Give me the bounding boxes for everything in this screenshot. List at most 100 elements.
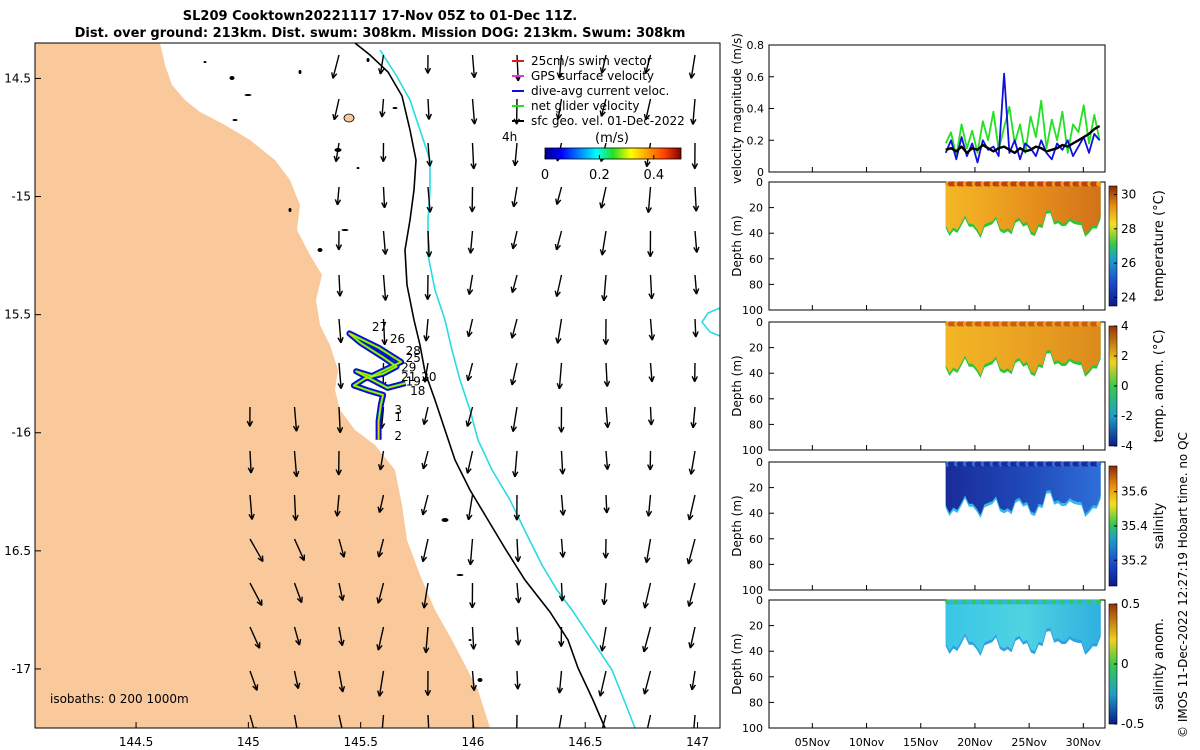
surface-sample-dot xyxy=(1096,599,1102,605)
velocity-arrow-head xyxy=(381,248,389,255)
velocity-arrow-head xyxy=(335,469,342,476)
velocity-arrow xyxy=(690,54,696,79)
day-label: 26 xyxy=(390,332,405,346)
velocity-arrow-head xyxy=(298,727,300,728)
velocity-arrow xyxy=(293,582,303,603)
velocity-arrow-head xyxy=(692,331,699,338)
day-label: 28 xyxy=(406,344,421,358)
velocity-arrow-head xyxy=(554,290,561,298)
velocity-arrow-head xyxy=(332,113,339,121)
velocity-arrow xyxy=(335,142,340,162)
day-label: 1 xyxy=(394,410,402,424)
velocity-arrow-head xyxy=(337,337,344,344)
velocity-arrow xyxy=(694,318,697,338)
velocity-arrow-head xyxy=(688,468,696,475)
isobath-200m xyxy=(354,43,606,728)
velocity-arrow xyxy=(603,274,607,301)
credit-text: © IMOS 11-Dec-2022 12:27:19 Hobart time.… xyxy=(1176,432,1190,738)
velocity-arrow xyxy=(338,714,343,728)
depth-y-tick-label: 100 xyxy=(742,444,763,457)
velocity-arrow-head xyxy=(556,734,561,740)
velocity-arrow xyxy=(514,450,518,477)
velocity-arrow xyxy=(645,98,652,120)
reef-islet xyxy=(288,208,292,212)
depth-ylabel: Depth (m) xyxy=(730,633,744,694)
velocity-arrow-head xyxy=(425,113,433,120)
velocity-arrow xyxy=(338,670,344,693)
surface-velocity-field xyxy=(246,54,700,740)
legend-label: net glider velocity xyxy=(531,99,639,113)
depth-panel: 0 20 40 60 80 100 Depth (m) -0.5 0 0.5 salinity an… xyxy=(730,594,1167,735)
velocity-arrow xyxy=(643,670,652,695)
reef-islet xyxy=(392,107,398,109)
velocity-arrow-head xyxy=(337,382,344,390)
map-axis-ticks: 144.5 145 145.5 146 146.5 147 14.5 -15 15.5 -16 16… xyxy=(4,71,709,749)
velocity-arrow-head xyxy=(601,294,608,302)
velocity-arrow-head xyxy=(687,600,694,607)
velocity-arrow-head xyxy=(513,514,521,521)
velocity-arrow xyxy=(600,98,607,117)
velocity-arrow-head xyxy=(645,510,653,517)
velocity-arrow-head xyxy=(559,509,567,516)
velocity-arrow-head xyxy=(424,67,432,74)
depth-y-tick-label: 20 xyxy=(749,482,763,495)
velocity-arrow xyxy=(601,714,607,728)
reef-islet xyxy=(203,61,207,63)
map-y-tick-label: -15 xyxy=(11,190,31,204)
depth-ylabel: Depth (m) xyxy=(730,495,744,556)
velocity-arrow-head xyxy=(299,554,306,562)
velocity-arrow-head xyxy=(465,467,472,474)
velocity-arrow xyxy=(603,582,607,605)
velocity-arrow xyxy=(511,274,518,293)
velocity-arrow-head xyxy=(377,506,384,513)
velocity-arrow xyxy=(422,494,429,516)
depth-colorbar-tick-label: -4 xyxy=(1121,439,1133,453)
velocity-arrow-head xyxy=(599,645,606,652)
velocity-arrow-head xyxy=(469,602,476,609)
velocity-arrow-head xyxy=(558,595,566,602)
depth-colorbar-tick-label: 30 xyxy=(1121,188,1136,202)
velocity-arrow-head xyxy=(647,464,654,471)
velocity-arrow xyxy=(692,406,696,428)
reef-islet xyxy=(334,148,342,152)
velocity-arrow xyxy=(605,494,608,514)
velocity-arrow xyxy=(336,186,340,205)
depth-ylabel: Depth (m) xyxy=(730,215,744,276)
velocity-arrow xyxy=(382,230,387,255)
velocity-arrow xyxy=(333,98,340,120)
velocity-arrow-head xyxy=(555,113,563,120)
velocity-arrow-head xyxy=(423,647,430,654)
velocity-arrow xyxy=(466,406,474,427)
depth-colorbar-tick-label: 35.2 xyxy=(1121,553,1148,567)
depth-field xyxy=(945,464,1101,515)
velocity-arrow-head xyxy=(643,67,651,74)
velocity-arrow-head xyxy=(426,731,431,737)
glider-track xyxy=(346,330,407,440)
velocity-arrow xyxy=(293,450,298,477)
velocity-arrow-head xyxy=(510,332,517,339)
velocity-arrow-head xyxy=(420,555,428,563)
velocity-arrow-head xyxy=(648,334,656,341)
velocity-arrow xyxy=(649,406,653,426)
velocity-arrow-head xyxy=(424,689,432,696)
velocity-series xyxy=(944,72,1101,164)
velocity-arrow xyxy=(379,450,385,471)
velocity-arrow-head xyxy=(643,113,651,121)
velocity-arrow-head xyxy=(514,555,522,563)
velocity-arrow xyxy=(605,406,609,428)
velocity-arrow-head xyxy=(465,374,473,382)
depth-y-tick-label: 80 xyxy=(749,418,763,431)
reef-islet xyxy=(298,70,302,74)
velocity-arrow xyxy=(512,406,518,432)
surface-sample-dot xyxy=(1096,461,1102,467)
depth-y-tick-label: 0 xyxy=(756,594,763,607)
velocity-arrow-head xyxy=(466,330,473,338)
velocity-arrow xyxy=(649,318,653,341)
velocity-arrow-head xyxy=(248,513,255,520)
velocity-arrow-head xyxy=(379,111,386,118)
velocity-arrow-head xyxy=(254,642,261,649)
legend-extra-label: 4h xyxy=(502,130,517,144)
depth-colorbar-label: temperature (°C) xyxy=(1152,190,1167,302)
velocity-arrow xyxy=(338,318,342,343)
velocity-arrow xyxy=(249,450,252,474)
